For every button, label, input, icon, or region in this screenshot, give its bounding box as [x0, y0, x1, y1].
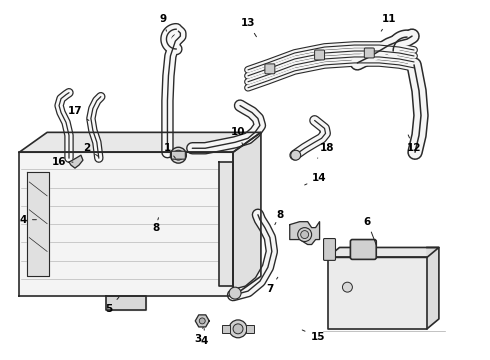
- Polygon shape: [222, 325, 230, 333]
- Text: 3: 3: [195, 328, 203, 344]
- Polygon shape: [427, 247, 439, 329]
- Text: 13: 13: [241, 18, 256, 37]
- Text: 5: 5: [105, 297, 119, 314]
- FancyBboxPatch shape: [315, 50, 324, 60]
- Circle shape: [343, 282, 352, 292]
- Circle shape: [199, 318, 205, 324]
- Circle shape: [291, 150, 301, 160]
- Text: 6: 6: [364, 217, 376, 245]
- Text: 18: 18: [318, 143, 335, 158]
- Polygon shape: [219, 162, 233, 286]
- Text: 10: 10: [231, 127, 245, 146]
- Text: 14: 14: [305, 173, 327, 185]
- Circle shape: [229, 320, 247, 338]
- Text: 7: 7: [266, 277, 278, 294]
- Text: 2: 2: [83, 143, 98, 157]
- Polygon shape: [327, 247, 439, 257]
- Text: 11: 11: [381, 14, 396, 31]
- Text: 15: 15: [302, 330, 325, 342]
- Polygon shape: [290, 222, 319, 244]
- FancyBboxPatch shape: [265, 64, 275, 74]
- Polygon shape: [196, 315, 209, 327]
- Circle shape: [298, 228, 312, 242]
- FancyBboxPatch shape: [172, 151, 185, 159]
- Text: 17: 17: [68, 105, 89, 121]
- Text: 1: 1: [164, 143, 175, 158]
- Polygon shape: [69, 155, 83, 168]
- Polygon shape: [327, 257, 427, 329]
- Polygon shape: [19, 152, 233, 296]
- Polygon shape: [27, 172, 49, 276]
- Text: 12: 12: [407, 135, 421, 153]
- Circle shape: [233, 324, 243, 334]
- Text: 9: 9: [160, 14, 167, 31]
- Text: 4: 4: [200, 329, 208, 346]
- Circle shape: [301, 231, 309, 239]
- Polygon shape: [233, 132, 261, 296]
- Polygon shape: [19, 132, 261, 152]
- Circle shape: [171, 147, 186, 163]
- Circle shape: [173, 150, 183, 160]
- Text: 8: 8: [275, 210, 283, 225]
- Text: 16: 16: [52, 157, 73, 167]
- Text: 8: 8: [152, 218, 159, 233]
- Polygon shape: [106, 296, 146, 310]
- FancyBboxPatch shape: [323, 239, 336, 260]
- Text: 4: 4: [20, 215, 36, 225]
- Polygon shape: [246, 325, 254, 333]
- FancyBboxPatch shape: [365, 48, 374, 58]
- Circle shape: [229, 287, 241, 299]
- FancyBboxPatch shape: [350, 239, 376, 260]
